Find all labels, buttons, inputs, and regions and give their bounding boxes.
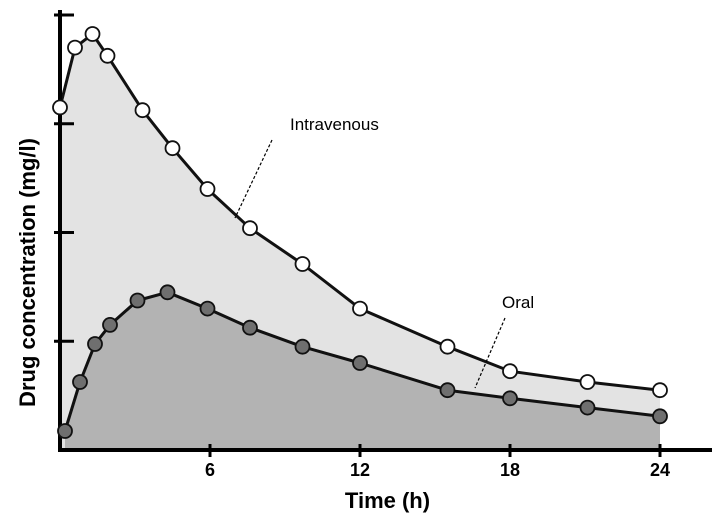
oral-point-5 (159, 284, 176, 301)
oral-point-2 (87, 336, 103, 352)
intravenous-point-0 (52, 99, 68, 116)
oral-point-3 (102, 316, 118, 333)
oral-leader-line (474, 317, 506, 389)
oral-point-13 (652, 408, 668, 425)
intravenous-point-8 (294, 256, 311, 272)
y-axis-title: Drug concentration (mg/l) (15, 138, 40, 407)
intravenous-point-1 (67, 39, 83, 56)
oral-point-8 (294, 338, 311, 355)
oral-label: Oral (502, 293, 534, 312)
oral-point-10 (439, 382, 456, 399)
intravenous-point-5 (164, 140, 181, 157)
axes: 6 12 18 24 (54, 10, 712, 480)
x-tick-label-18: 18 (500, 460, 520, 480)
intravenous-point-3 (99, 47, 116, 64)
ticks: 6 12 18 24 (54, 13, 670, 480)
oral-point-4 (129, 292, 146, 309)
x-tick-label-12: 12 (350, 460, 370, 480)
intravenous-point-12 (579, 374, 596, 390)
oral-point-7 (242, 319, 258, 336)
oral-point-1 (72, 374, 88, 390)
intravenous-leader-line (234, 139, 273, 219)
intravenous-point-4 (134, 102, 151, 119)
annotations: Intravenous Oral (234, 115, 534, 389)
intravenous-point-2 (84, 26, 101, 42)
series-markers (52, 26, 668, 439)
intravenous-point-11 (502, 363, 518, 380)
oral-point-11 (502, 390, 518, 407)
x-axis-title: Time (h) (345, 488, 430, 513)
intravenous-point-10 (439, 338, 456, 355)
intravenous-label: Intravenous (290, 115, 379, 134)
oral-area (65, 292, 660, 450)
intravenous-point-7 (242, 220, 258, 237)
oral-point-12 (579, 399, 596, 416)
series-areas (60, 34, 660, 450)
intravenous-point-9 (352, 300, 368, 317)
oral-point-6 (199, 300, 216, 317)
x-tick-label-6: 6 (205, 460, 215, 480)
intravenous-point-13 (652, 382, 668, 399)
intravenous-point-6 (199, 181, 216, 197)
oral-point-0 (57, 423, 73, 439)
oral-point-9 (352, 355, 368, 371)
x-tick-label-24: 24 (650, 460, 670, 480)
